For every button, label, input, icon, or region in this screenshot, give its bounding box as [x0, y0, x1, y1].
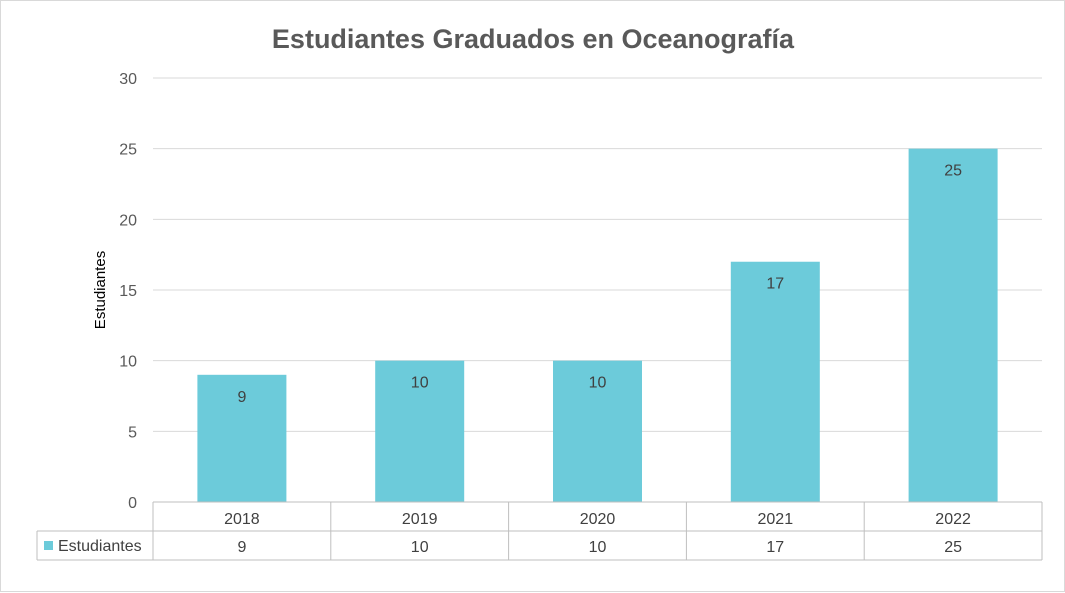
chart-title: Estudiantes Graduados en Oceanografía: [272, 24, 795, 54]
table-cell: 25: [944, 539, 962, 556]
data-label-2018: 9: [237, 389, 246, 406]
x-tick-label: 2020: [580, 511, 616, 528]
data-table: 2018 2019 2020 2021 2022 Estudiantes 9 10 10 17 25: [36, 501, 1043, 561]
table-cell: 10: [589, 539, 607, 556]
table-cell: 9: [237, 539, 246, 556]
y-tick-label: 15: [119, 283, 137, 300]
bar-2021: [730, 261, 820, 502]
bar-2018: [197, 374, 287, 502]
data-label-2019: 10: [411, 375, 429, 392]
bar-2022: [908, 148, 998, 502]
y-tick-label: 5: [128, 424, 137, 441]
y-tick-label: 0: [128, 495, 137, 512]
table-cell: 17: [766, 539, 784, 556]
bar-2019: [375, 360, 465, 502]
y-axis-ticks: 0 5 10 15 20 25 30: [119, 71, 137, 512]
x-tick-label: 2022: [935, 511, 971, 528]
y-axis-label: Estudiantes: [92, 251, 109, 329]
legend-key: [44, 541, 53, 550]
gridlines: [153, 77, 1042, 432]
data-label-2022: 25: [944, 163, 962, 180]
y-tick-label: 10: [119, 354, 137, 371]
table-cell: 10: [411, 539, 429, 556]
y-tick-label: 25: [119, 142, 137, 159]
table-row-label: Estudiantes: [58, 538, 142, 555]
y-tick-label: 20: [119, 212, 137, 229]
data-label-2021: 17: [766, 276, 784, 293]
bars-series: 9 10 10 17 25: [197, 148, 998, 502]
x-tick-label: 2021: [758, 511, 794, 528]
bar-2020: [553, 360, 642, 502]
y-tick-label: 30: [119, 71, 137, 88]
x-tick-label: 2018: [224, 511, 260, 528]
x-tick-label: 2019: [402, 511, 438, 528]
data-label-2020: 10: [589, 375, 607, 392]
